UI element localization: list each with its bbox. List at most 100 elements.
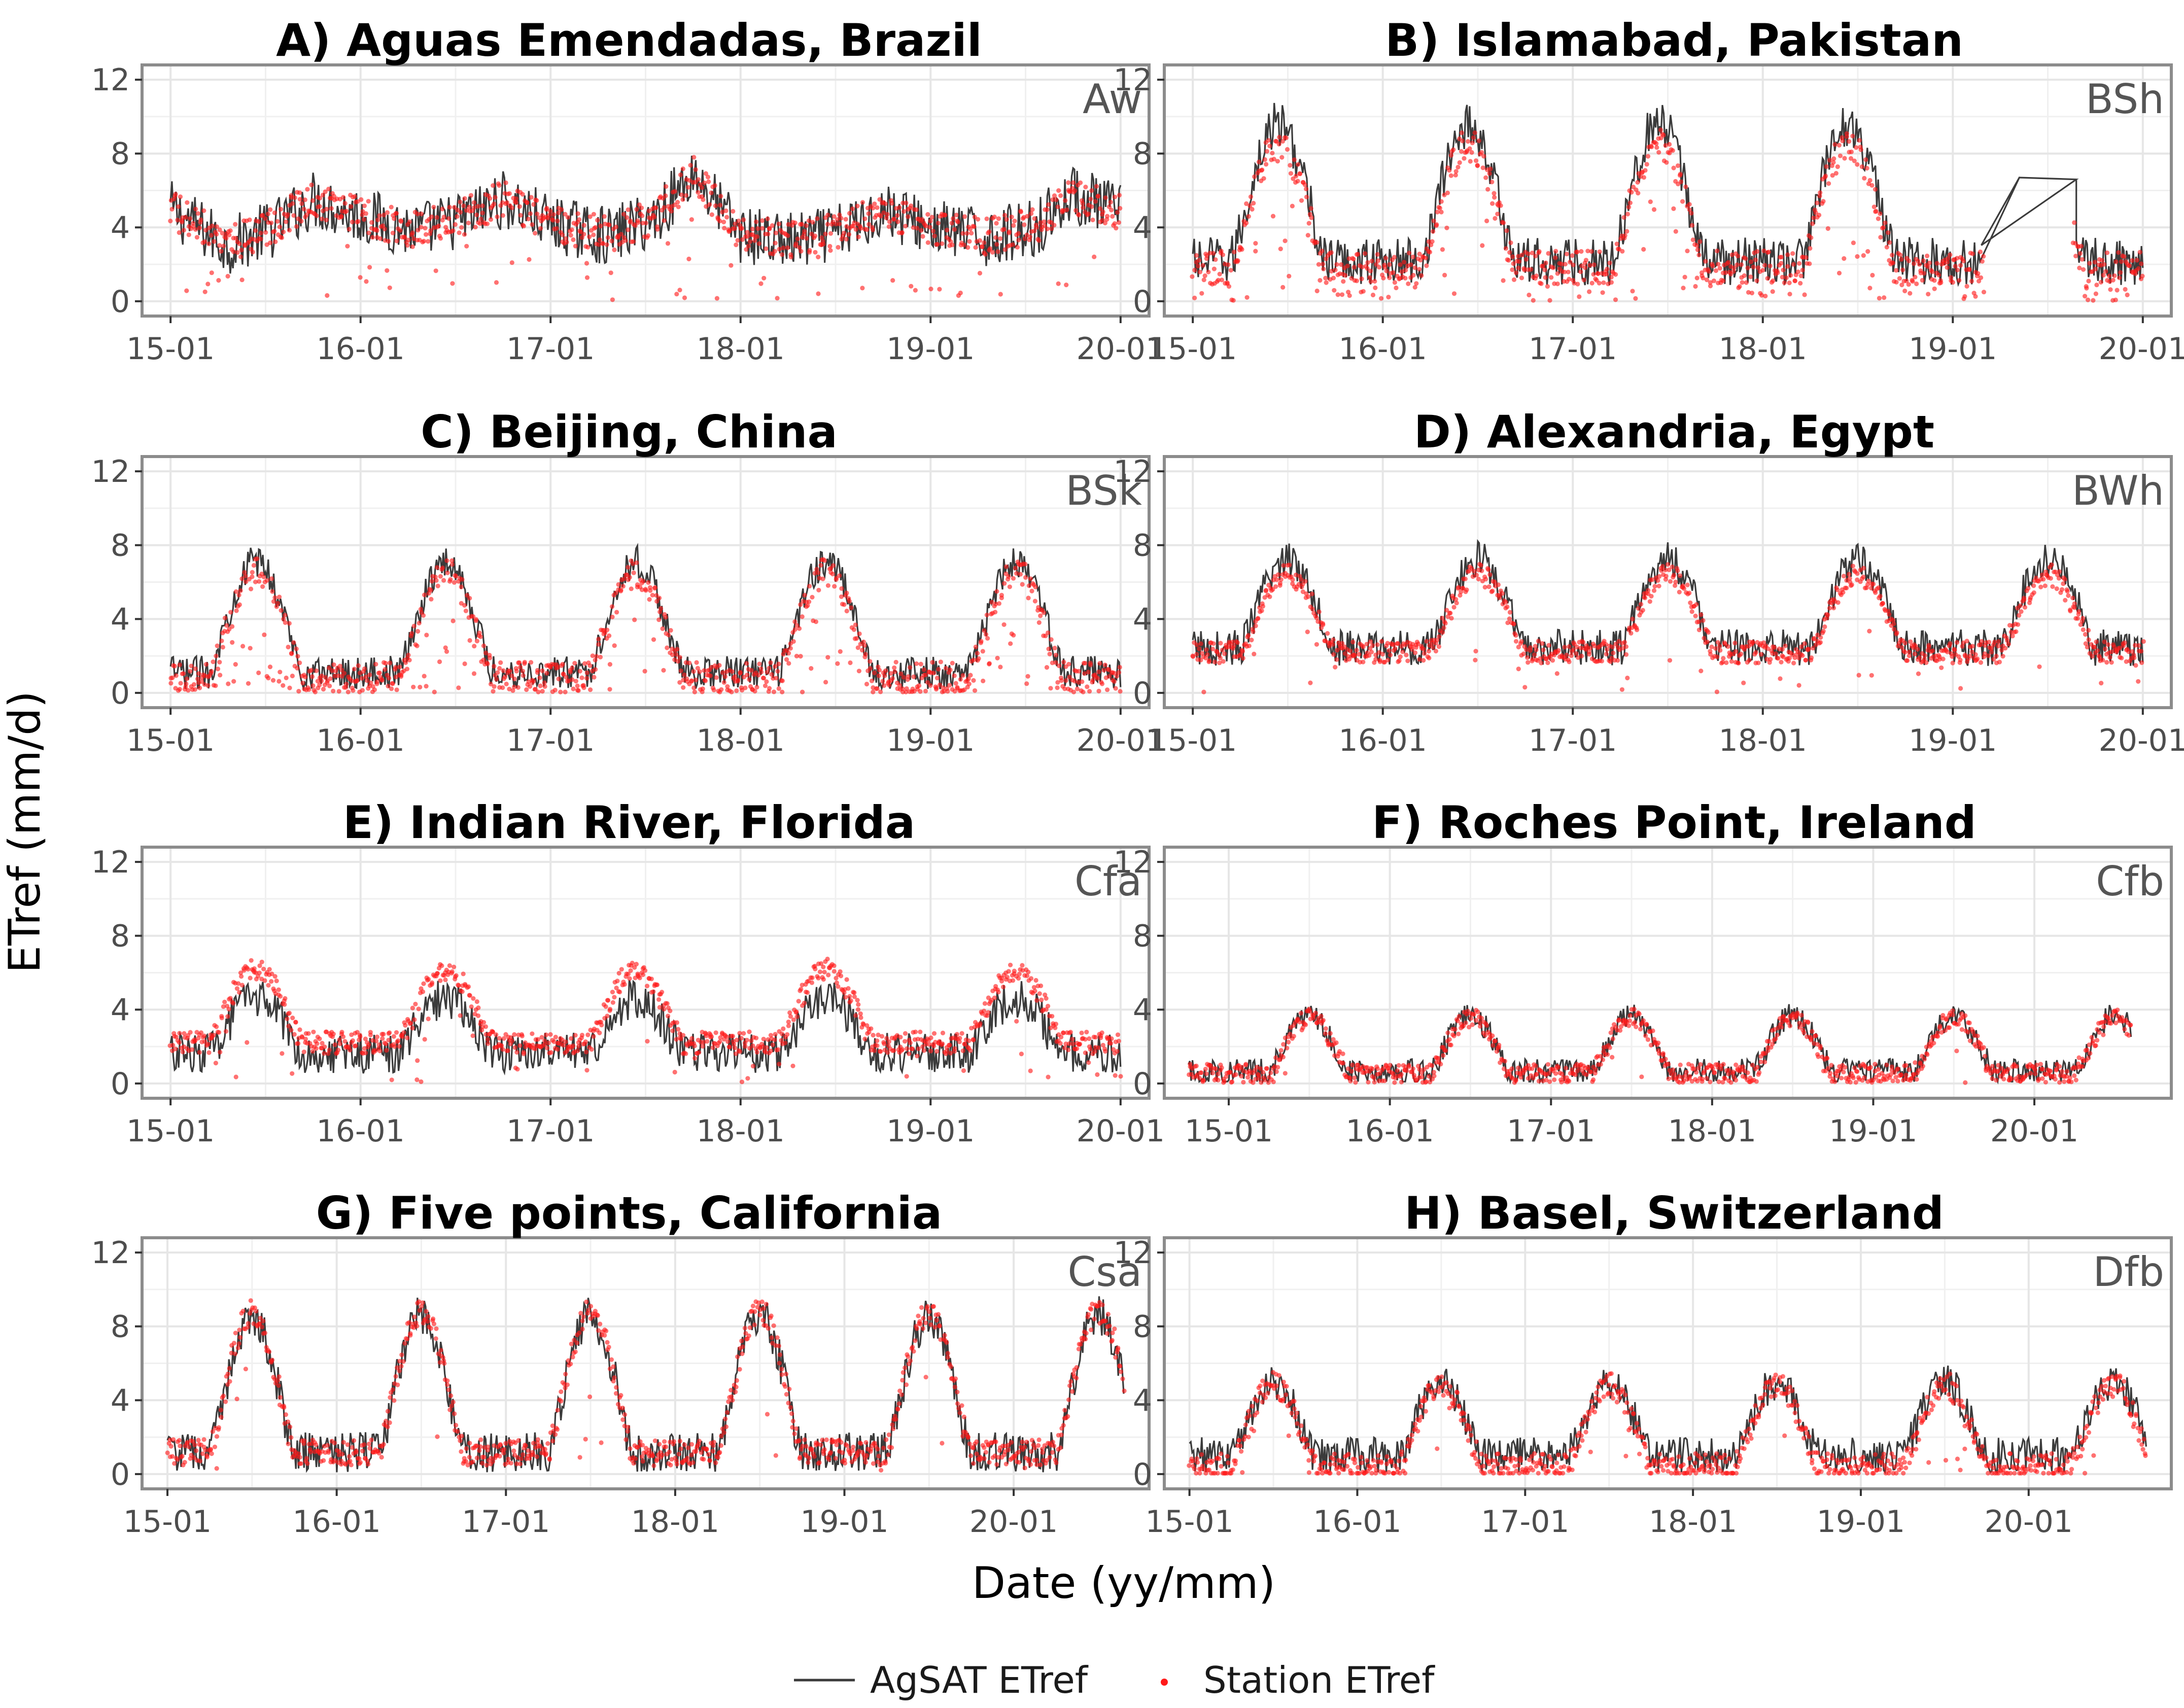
station-point: [934, 1049, 940, 1054]
station-point: [344, 208, 349, 214]
station-point: [477, 221, 483, 226]
station-point: [1082, 671, 1087, 676]
station-point: [1340, 641, 1345, 646]
station-point: [714, 675, 719, 680]
station-point: [1687, 207, 1692, 212]
station-point: [242, 570, 247, 575]
station-point: [421, 981, 426, 986]
station-point: [931, 671, 937, 676]
station-point: [1316, 609, 1322, 614]
station-point: [570, 677, 575, 682]
station-point: [309, 674, 315, 679]
station-point: [1435, 638, 1440, 643]
station-point: [2076, 609, 2082, 614]
station-point: [1368, 268, 1373, 273]
station-point: [1526, 251, 1531, 256]
station-point: [1306, 221, 1311, 226]
station-point: [258, 230, 263, 236]
station-point: [1454, 601, 1459, 606]
station-point: [1094, 184, 1099, 189]
station-point: [2104, 250, 2110, 255]
station-point: [1516, 265, 1521, 270]
station-point: [1044, 996, 1049, 1001]
station-point: [1093, 1035, 1098, 1040]
station-point: [686, 185, 691, 190]
station-point: [1196, 258, 1201, 263]
station-point: [1046, 630, 1051, 635]
station-point: [816, 291, 821, 296]
station-point: [1880, 601, 1886, 606]
station-point: [507, 669, 512, 674]
station-point: [1767, 263, 1773, 268]
station-point: [1392, 255, 1397, 260]
station-point: [231, 249, 236, 254]
station-point: [346, 227, 352, 232]
station-point: [1468, 159, 1473, 164]
station-point: [731, 1041, 737, 1047]
station-point: [1634, 187, 1639, 192]
station-point: [597, 1030, 602, 1035]
x-tick-label: 19-01: [886, 723, 975, 758]
station-point: [1100, 210, 1105, 215]
station-point: [816, 570, 821, 575]
station-point: [1578, 269, 1583, 274]
station-point: [563, 212, 568, 217]
station-point: [1025, 674, 1030, 679]
station-point: [1351, 257, 1356, 262]
station-point: [1902, 650, 1908, 655]
station-point: [923, 224, 928, 229]
station-point: [1592, 643, 1597, 648]
station-point: [579, 675, 584, 680]
station-point: [1486, 584, 1492, 589]
station-point: [1749, 291, 1754, 296]
station-point: [836, 245, 841, 250]
station-point: [576, 688, 581, 693]
station-point: [1992, 640, 1997, 645]
x-tick-label: 16-01: [1339, 331, 1427, 367]
station-point: [768, 1033, 773, 1038]
station-point: [363, 674, 368, 679]
station-point: [1257, 1076, 1262, 1081]
station-point: [328, 676, 333, 681]
station-point: [1798, 281, 1803, 286]
station-point: [2122, 640, 2127, 645]
station-point: [410, 1026, 415, 1031]
station-point: [193, 666, 198, 671]
station-point: [1876, 216, 1881, 221]
station-point: [598, 223, 603, 229]
station-point: [674, 652, 679, 657]
station-point: [1696, 253, 1702, 258]
series-agsat-line: [1192, 102, 2144, 287]
station-point: [1095, 194, 1100, 199]
series-agsat-line: [169, 155, 1122, 274]
station-point: [1924, 660, 1929, 665]
station-point: [1118, 206, 1123, 211]
station-point: [341, 671, 347, 676]
station-point: [248, 646, 253, 651]
station-point: [1640, 608, 1645, 613]
climate-class-label: Cfa: [1074, 858, 1142, 905]
x-tick-label: 15-01: [126, 331, 215, 367]
station-point: [844, 236, 849, 242]
station-point: [243, 574, 248, 579]
station-point: [1438, 1062, 1443, 1067]
station-point: [1410, 647, 1415, 652]
station-point: [858, 226, 863, 231]
station-point: [1277, 581, 1282, 586]
series-station-points: [1190, 127, 2145, 303]
station-point: [660, 990, 665, 995]
station-point: [1904, 278, 1909, 284]
station-point: [732, 674, 737, 679]
station-point: [272, 974, 278, 979]
station-point: [1440, 630, 1445, 635]
station-point: [1489, 180, 1495, 185]
station-point: [453, 222, 458, 227]
station-point: [284, 219, 289, 224]
station-point: [1033, 584, 1038, 589]
station-point: [205, 1041, 211, 1047]
station-point: [1850, 133, 1855, 138]
station-point: [794, 1014, 800, 1019]
station-point: [305, 187, 310, 192]
station-point: [593, 225, 598, 230]
